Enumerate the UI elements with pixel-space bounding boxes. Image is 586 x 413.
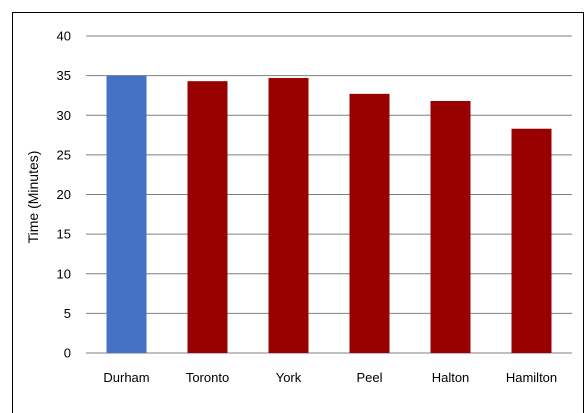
y-tick-label: 35 [57,68,71,83]
bar-durham [106,75,147,353]
gridlines [86,35,572,354]
x-tick-label-hamilton: Hamilton [506,370,557,385]
y-tick-label: 30 [57,108,71,123]
bar-hamilton [511,128,552,353]
x-tick-labels: Durham Toronto York Peel Halton Hamilton [103,370,557,385]
x-tick-label-halton: Halton [432,370,470,385]
x-tick-label-york: York [276,370,302,385]
bar-halton [430,100,471,353]
y-tick-label: 15 [57,227,71,242]
bar-toronto [187,81,228,354]
bar-york [268,78,309,353]
bar-peel [349,93,390,353]
y-tick-label: 10 [57,266,71,281]
bars [106,75,552,354]
x-tick-label-toronto: Toronto [186,370,229,385]
y-tick-label: 20 [57,187,71,202]
y-tick-label: 0 [64,346,71,361]
y-tick-label: 5 [64,306,71,321]
y-tick-labels: 0 5 10 15 20 25 30 35 40 [57,29,71,361]
y-tick-label: 25 [57,147,71,162]
x-tick-label-durham: Durham [103,370,149,385]
y-tick-label: 40 [57,29,71,44]
x-tick-label-peel: Peel [356,370,382,385]
y-axis-title: Time (Minutes) [25,151,41,244]
